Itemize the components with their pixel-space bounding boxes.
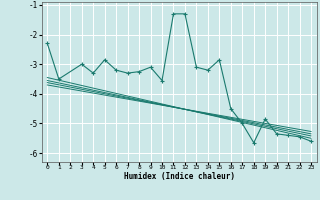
X-axis label: Humidex (Indice chaleur): Humidex (Indice chaleur) bbox=[124, 172, 235, 181]
